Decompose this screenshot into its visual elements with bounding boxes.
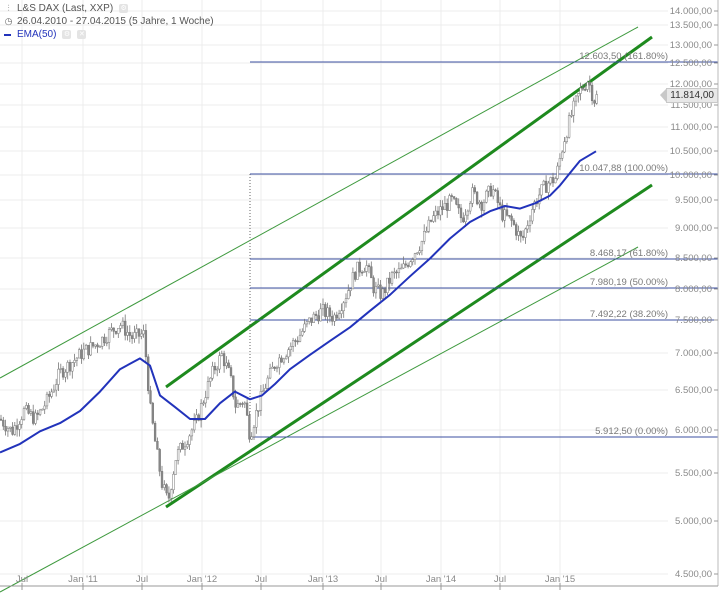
svg-text:5.500,00: 5.500,00 <box>675 468 712 479</box>
legend-range[interactable]: ◷ 26.04.2010 - 27.04.2015 (5 Jahre, 1 Wo… <box>4 15 214 28</box>
chart-legend: ⫶ L&S DAX (Last, XXP) ⚙ ◷ 26.04.2010 - 2… <box>4 2 214 41</box>
legend-instrument[interactable]: ⫶ L&S DAX (Last, XXP) ⚙ <box>4 2 214 15</box>
svg-text:Jul: Jul <box>16 574 28 585</box>
svg-text:Jan '11: Jan '11 <box>68 574 98 585</box>
svg-text:11.500,00: 11.500,00 <box>670 100 712 111</box>
candlestick-icon: ⫶ <box>7 3 10 13</box>
svg-text:4.500,00: 4.500,00 <box>675 569 712 580</box>
ema-label: EMA(50) <box>17 29 57 40</box>
svg-text:12.000,00: 12.000,00 <box>670 79 712 90</box>
svg-text:12.603,50 (161.80%): 12.603,50 (161.80%) <box>579 51 668 62</box>
ema-line <box>0 150 597 454</box>
svg-text:11.000,00: 11.000,00 <box>670 122 712 133</box>
svg-text:Jan '13: Jan '13 <box>308 574 338 585</box>
svg-text:13.500,00: 13.500,00 <box>670 20 712 31</box>
svg-text:Jul: Jul <box>136 574 148 585</box>
legend-indicator[interactable]: EMA(50) ⚙ ✕ <box>4 28 214 41</box>
settings-icon[interactable]: ⚙ <box>62 30 72 39</box>
settings-icon[interactable]: ⚙ <box>119 4 129 13</box>
svg-text:7.000,00: 7.000,00 <box>675 348 712 359</box>
svg-text:12.500,00: 12.500,00 <box>670 58 712 69</box>
grid-lines <box>0 0 668 585</box>
svg-text:8.500,00: 8.500,00 <box>675 253 712 264</box>
svg-text:Jul: Jul <box>494 574 506 585</box>
svg-text:Jan '14: Jan '14 <box>426 574 456 585</box>
date-range-label: 26.04.2010 - 27.04.2015 (5 Jahre, 1 Woch… <box>17 16 214 27</box>
x-axis: Jul Jan '11 Jul Jan '12 Jul Jan '13 Jul Jan '14… <box>0 574 718 590</box>
price-candles <box>0 75 598 503</box>
svg-text:Jan '15: Jan '15 <box>545 574 575 585</box>
svg-text:7.492,22 (38.20%): 7.492,22 (38.20%) <box>590 309 668 320</box>
y-axis: 14.000,00 13.500,00 13.000,00 12.500,00 12.0… <box>670 0 719 586</box>
ema-swatch-icon <box>4 33 11 36</box>
instrument-label: L&S DAX (Last, XXP) <box>17 3 114 14</box>
clock-icon: ◷ <box>4 16 13 26</box>
svg-text:10.047,88 (100.00%): 10.047,88 (100.00%) <box>579 163 668 174</box>
svg-text:7.980,19 (50.00%): 7.980,19 (50.00%) <box>590 277 668 288</box>
svg-text:13.000,00: 13.000,00 <box>670 40 712 51</box>
last-price-tag: 11.814,00 <box>660 88 718 104</box>
svg-text:10.500,00: 10.500,00 <box>670 146 712 157</box>
svg-text:5.912,50 (0.00%): 5.912,50 (0.00%) <box>595 426 668 437</box>
svg-text:5.000,00: 5.000,00 <box>675 516 712 527</box>
svg-text:10.000,00: 10.000,00 <box>670 170 712 181</box>
fibonacci-levels: 12.603,50 (161.80%) 10.047,88 (100.00%) 8.… <box>249 51 718 438</box>
svg-text:Jul: Jul <box>375 574 387 585</box>
svg-text:9.500,00: 9.500,00 <box>675 195 712 206</box>
svg-text:6.500,00: 6.500,00 <box>675 385 712 396</box>
svg-text:14.000,00: 14.000,00 <box>670 6 712 17</box>
svg-text:Jul: Jul <box>255 574 267 585</box>
trend-channel-lines <box>0 26 653 593</box>
svg-text:6.000,00: 6.000,00 <box>675 425 712 436</box>
close-icon[interactable]: ✕ <box>77 30 87 39</box>
svg-text:7.500,00: 7.500,00 <box>675 315 712 326</box>
svg-text:8.468,17 (61.80%): 8.468,17 (61.80%) <box>590 248 668 259</box>
svg-text:9.000,00: 9.000,00 <box>675 223 712 234</box>
svg-text:Jan '12: Jan '12 <box>187 574 217 585</box>
svg-text:8.000,00: 8.000,00 <box>675 284 712 295</box>
